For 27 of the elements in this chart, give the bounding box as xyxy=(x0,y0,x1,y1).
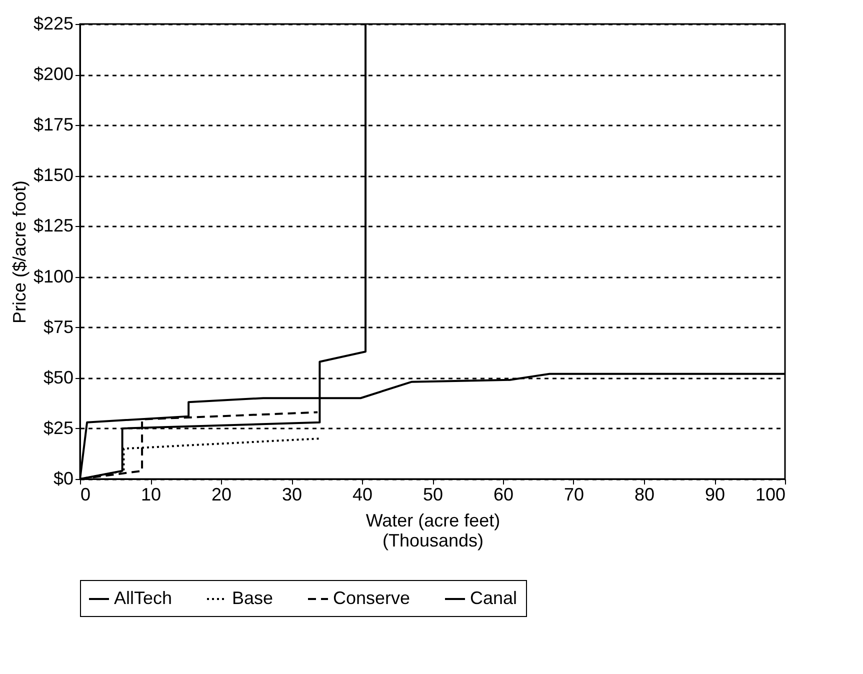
y-axis-title: Price ($/acre foot) xyxy=(9,180,30,324)
x-tick-label: 20 xyxy=(211,484,232,504)
legend-label: Conserve xyxy=(333,588,410,608)
x-tick-label: 40 xyxy=(352,484,373,504)
y-tick-label: $225 xyxy=(33,14,74,34)
legend-label: Canal xyxy=(470,588,518,608)
x-axis-title: Water (acre feet) (Thousands) xyxy=(366,510,500,550)
x-tick-label: 80 xyxy=(634,484,655,504)
x-tick-label: 60 xyxy=(493,484,514,504)
x-tick-label: 10 xyxy=(140,484,162,504)
y-tick-label: $125 xyxy=(33,216,74,236)
y-tick-label: $75 xyxy=(43,316,74,337)
x-tick-label: 50 xyxy=(422,484,444,504)
y-tick-label: $25 xyxy=(43,418,74,438)
x-tick-label: 100 xyxy=(755,484,786,504)
x-tick-label: 0 xyxy=(80,484,91,504)
y-tick-label: $0 xyxy=(53,468,74,488)
legend-label: AllTech xyxy=(114,588,172,608)
x-tick-label: 70 xyxy=(564,484,584,504)
y-tick-label: $50 xyxy=(43,367,74,388)
x-tick-label: 30 xyxy=(282,484,302,504)
y-tick-label: $175 xyxy=(33,114,74,135)
y-tick-label: $200 xyxy=(33,64,74,84)
y-tick-label: $150 xyxy=(33,165,74,186)
x-tick-label: 90 xyxy=(704,484,726,504)
y-tick-label: $100 xyxy=(33,266,74,286)
legend-label: Base xyxy=(232,588,274,608)
